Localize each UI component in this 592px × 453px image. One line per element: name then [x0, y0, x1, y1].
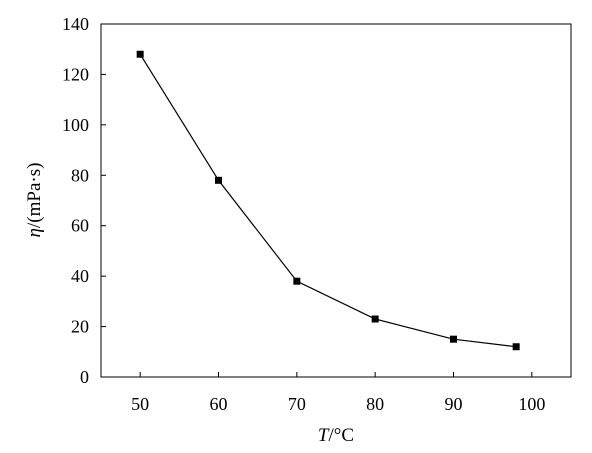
y-tick-label: 100 — [62, 115, 89, 135]
y-axis-title-unit: /(mPa·s) — [24, 163, 45, 228]
y-tick-label: 80 — [71, 165, 89, 185]
y-tick-label: 120 — [62, 64, 89, 84]
y-axis: 0 20 40 60 80 100 120 140 — [62, 14, 106, 387]
plot-frame — [100, 23, 572, 378]
data-point — [512, 343, 520, 351]
data-point — [215, 176, 222, 184]
y-tick-label: 140 — [62, 14, 89, 34]
series-line — [139, 53, 517, 348]
y-tick-label: 40 — [71, 266, 89, 286]
y-axis-title-variable: η — [24, 228, 45, 237]
data-point — [450, 335, 457, 343]
data-point — [371, 315, 379, 323]
data-point — [136, 50, 144, 58]
x-axis-title-unit: /°C — [329, 425, 355, 446]
x-tick-label: 50 — [131, 394, 149, 414]
y-tick-label: 0 — [80, 367, 89, 387]
x-tick-label: 70 — [288, 394, 306, 414]
series-markers — [136, 50, 520, 351]
x-axis-title: T/°C — [318, 425, 354, 446]
y-tick-label: 20 — [71, 317, 89, 337]
x-tick-label: 100 — [518, 394, 545, 414]
data-point — [293, 277, 301, 285]
y-axis-title: η/(mPa·s) — [24, 163, 45, 238]
x-axis: 50 60 70 80 90 100 — [131, 372, 545, 414]
x-tick-label: 60 — [210, 394, 228, 414]
x-tick-label: 80 — [366, 394, 384, 414]
y-tick-label: 60 — [71, 216, 89, 236]
x-axis-title-variable: T — [318, 425, 330, 446]
x-tick-label: 90 — [445, 394, 463, 414]
